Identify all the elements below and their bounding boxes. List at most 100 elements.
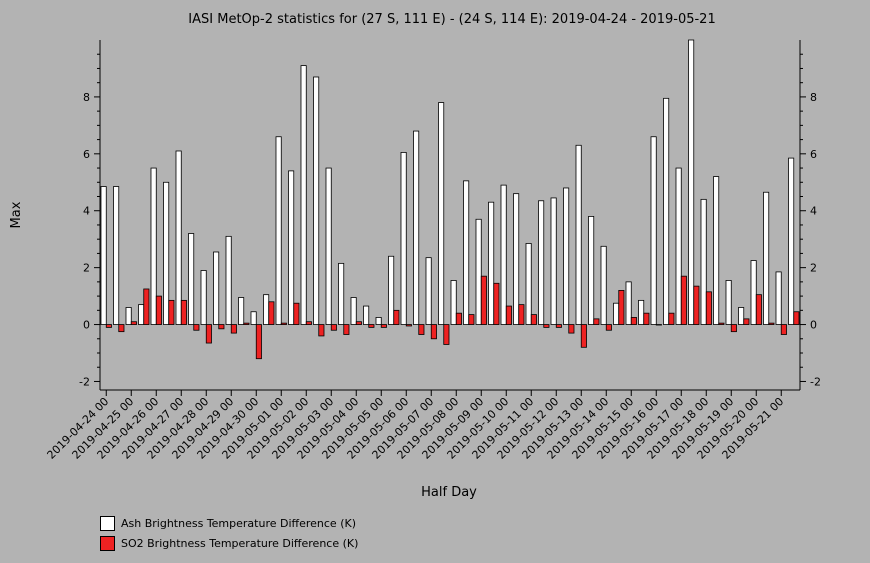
ash-bar: [138, 304, 145, 325]
so2-bar: [555, 324, 562, 328]
ash-bar: [638, 299, 645, 325]
y-tick-label-left: 8: [83, 91, 90, 104]
so2-bar: [705, 291, 712, 325]
y-tick-label-left: 6: [83, 148, 90, 161]
ash-bar: [375, 317, 382, 325]
so2-bar: [480, 275, 487, 325]
ash-bar: [500, 184, 507, 325]
so2-bar: [643, 312, 650, 325]
ash-bar: [713, 176, 720, 325]
ash-bar: [250, 311, 257, 325]
ash-bar: [225, 235, 232, 325]
ash-bar: [263, 294, 270, 325]
ash-bar: [163, 181, 170, 325]
ash-bar: [175, 150, 182, 325]
ash-bar: [600, 245, 607, 325]
so2-bar: [343, 324, 350, 335]
y-tick-label-left: -2: [79, 375, 90, 388]
legend: Ash Brightness Temperature Difference (K…: [100, 513, 358, 553]
so2-bar: [455, 312, 462, 325]
so2-bar: [793, 311, 800, 325]
so2-bar: [218, 324, 225, 330]
so2-bar: [355, 321, 362, 325]
y-tick-label-right: 0: [810, 319, 817, 332]
ash-bar: [513, 193, 520, 325]
so2-bar: [280, 322, 287, 325]
so2-bar: [755, 294, 762, 325]
ash-bar: [100, 186, 107, 325]
ash-bar: [425, 257, 432, 325]
ash-bar: [563, 187, 570, 325]
ash-bar: [475, 218, 482, 325]
ash-bar: [150, 167, 157, 325]
so2-bar: [530, 314, 537, 325]
so2-bar: [418, 324, 425, 335]
ash-bar: [625, 281, 632, 325]
ash-bar: [338, 262, 345, 325]
ash-bar: [363, 305, 370, 325]
so2-bar: [380, 324, 387, 328]
ash-bar: [113, 186, 120, 325]
legend-item-ash: Ash Brightness Temperature Difference (K…: [100, 513, 358, 533]
ash-bar: [700, 198, 707, 325]
ash-bar: [288, 170, 295, 325]
ash-bar: [675, 167, 682, 325]
ash-bar: [200, 270, 207, 325]
ash-bar: [400, 151, 407, 325]
so2-bar: [168, 299, 175, 325]
so2-bar: [130, 321, 137, 325]
so2-bar: [143, 288, 150, 325]
so2-bar: [718, 322, 725, 325]
so2-bar: [180, 299, 187, 325]
ash-bar: [125, 307, 132, 325]
so2-bar: [543, 324, 550, 328]
so2-bar: [230, 324, 237, 334]
so2-bar: [680, 275, 687, 325]
so2-bar: [430, 324, 437, 340]
y-tick-label-right: -2: [810, 375, 821, 388]
legend-item-so2: SO2 Brightness Temperature Difference (K…: [100, 533, 358, 553]
chart-title: IASI MetOp-2 statistics for (27 S, 111 E…: [188, 12, 715, 27]
ash-bar: [738, 307, 745, 325]
legend-swatch-ash: [100, 515, 115, 531]
legend-label-ash: Ash Brightness Temperature Difference (K…: [121, 516, 356, 530]
so2-bar: [618, 290, 625, 325]
so2-bar: [268, 301, 275, 325]
so2-bar: [780, 324, 787, 335]
ash-bar: [488, 201, 495, 325]
y-tick-label-right: 6: [810, 148, 817, 161]
ash-bar: [313, 76, 320, 325]
y-tick-label-right: 8: [810, 91, 817, 104]
legend-label-so2: SO2 Brightness Temperature Difference (K…: [121, 536, 359, 550]
so2-bar: [730, 324, 737, 333]
so2-bar: [405, 324, 412, 327]
ash-bar: [388, 255, 395, 325]
so2-bar: [655, 324, 662, 326]
ash-bar: [538, 200, 545, 325]
ash-bar: [763, 191, 770, 325]
so2-bar: [693, 285, 700, 325]
so2-bar: [580, 324, 587, 348]
so2-bar: [105, 324, 112, 328]
so2-bar: [255, 324, 262, 360]
ash-bar: [213, 251, 220, 325]
so2-bar: [443, 324, 450, 345]
ash-bar: [438, 102, 445, 325]
bars-group: [100, 39, 800, 360]
so2-bar: [468, 314, 475, 325]
ash-bar: [750, 260, 757, 325]
so2-bar: [768, 322, 775, 325]
so2-bar: [605, 324, 612, 331]
ash-bar: [725, 280, 732, 325]
so2-bar: [205, 324, 212, 344]
ash-bar: [525, 243, 532, 325]
so2-bar: [630, 317, 637, 325]
y-tick-label-right: 4: [810, 205, 817, 218]
so2-bar: [505, 305, 512, 325]
so2-bar: [293, 302, 300, 325]
ash-bar: [588, 216, 595, 325]
ash-bar: [325, 167, 332, 325]
ash-bar: [663, 97, 670, 325]
legend-swatch-so2: [100, 535, 115, 551]
